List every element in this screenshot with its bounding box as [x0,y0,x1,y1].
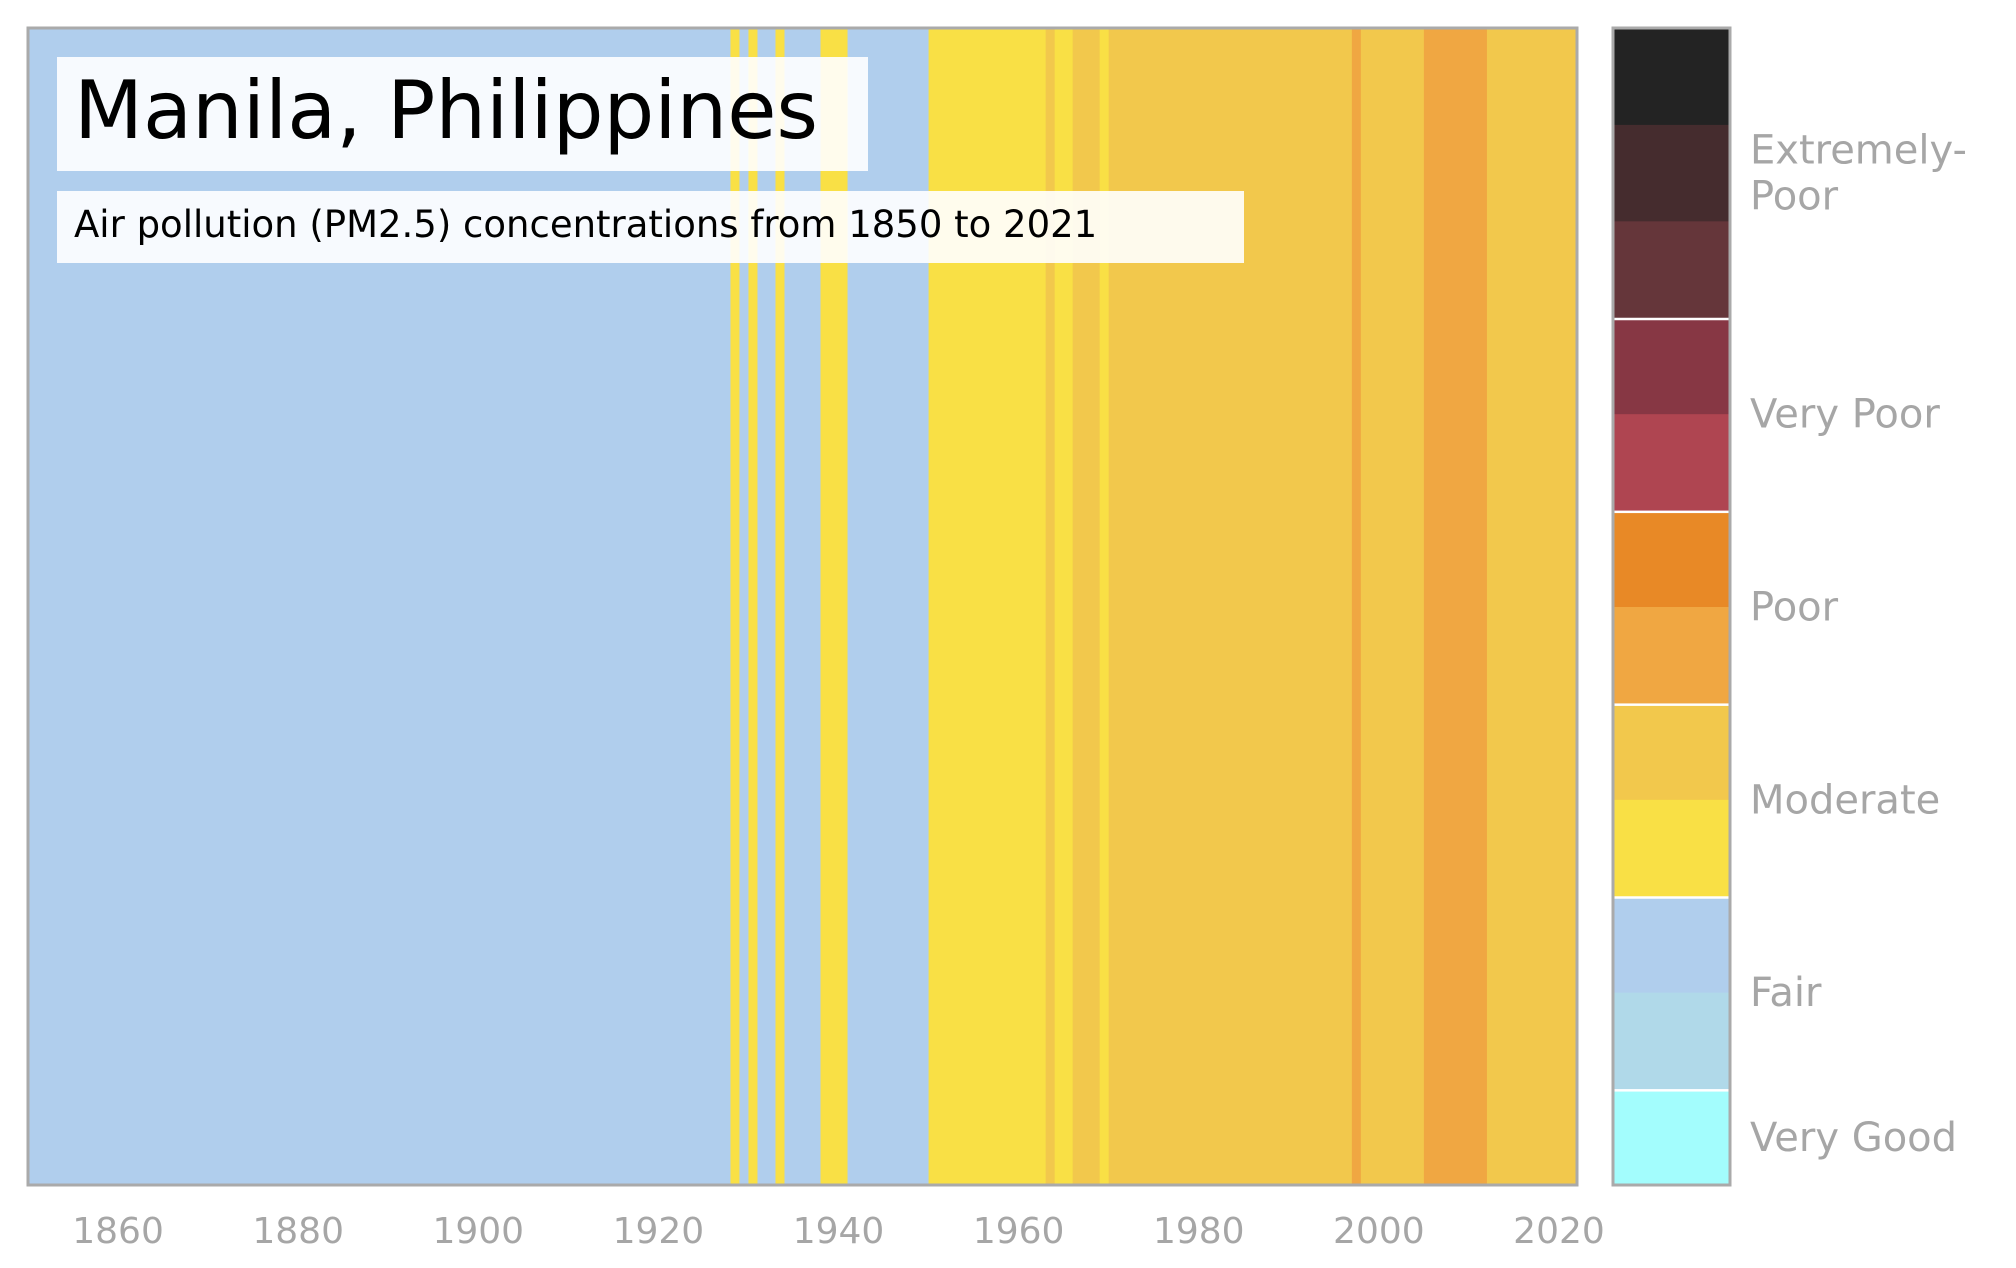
legend-swatch-fair-1 [1613,992,1730,1090]
legend-swatch-poor-2 [1613,510,1730,607]
legend-frame [1611,26,1732,1187]
x-tick-label: 1880 [252,1211,344,1252]
year-band-1930-1931 [748,28,759,1185]
year-band-1928-1929 [730,28,741,1185]
x-tick-label: 1920 [613,1211,705,1252]
year-band-2012-2022 [1486,28,1578,1185]
x-tick-label: 1980 [1153,1211,1245,1252]
title-box: Manila, Philippines [57,57,868,171]
color-legend [1611,26,1732,1187]
year-band-1969-1970 [1099,28,1110,1185]
year-band-1931-1933 [757,28,777,1185]
year-band-2005-2012 [1423,28,1488,1185]
subtitle-background [57,191,1244,263]
chart-subtitle: Air pollution (PM2.5) concentrations fro… [74,203,1097,246]
legend-label-moderate: Moderate [1750,777,1940,823]
legend-label-poor: Poor [1750,585,1839,631]
plot-frame [26,26,1579,1187]
legend-label-fair: Fair [1750,970,1822,1016]
chart-title: Manila, Philippines [74,64,818,157]
legend-swatch-fair-2 [1613,895,1730,993]
x-tick-label: 2020 [1513,1211,1605,1252]
x-tick-label: 1900 [432,1211,524,1252]
year-band-1998-2005 [1360,28,1425,1185]
legend-swatch-poor-1 [1613,606,1730,704]
year-band-1997-1998 [1351,28,1362,1185]
legend-swatch-extremely-poor-2 [1613,124,1730,222]
year-band-1933-1934 [775,28,786,1185]
legend-label-very-good: Very Good [1750,1115,1957,1161]
legend-label-extremely-poor: Extremely-Poor [1750,128,1967,220]
title-background [57,57,868,171]
year-band-1929-1930 [739,28,750,1185]
legend-swatch-extremely-poor-3 [1613,28,1730,125]
legend-swatch-moderate-2 [1613,702,1730,800]
legend-swatch-very-poor-1 [1613,413,1730,511]
x-tick-label: 1860 [72,1211,164,1252]
legend-swatch-moderate-1 [1613,799,1730,897]
legend-labels: Very Good Fair Moderate Poor Very Poor Extrem… [1750,128,1967,1161]
legend-swatch-very-good-1 [1613,1088,1730,1186]
legend-label-very-poor: Very Poor [1750,392,1940,438]
x-tick-label: 1940 [793,1211,885,1252]
year-band-1963-1964 [1045,28,1056,1185]
subtitle-box: Air pollution (PM2.5) concentrations fro… [57,191,1244,263]
x-tick-label: 2000 [1333,1211,1425,1252]
legend-swatch-extremely-poor-1 [1613,220,1730,318]
x-tick-label: 1960 [973,1211,1065,1252]
x-axis-ticks: 1860 1880 1900 1920 1940 1960 1980 2000 2020 [72,1211,1605,1252]
year-band-1964-1966 [1054,28,1074,1185]
legend-swatch-very-poor-2 [1613,317,1730,415]
